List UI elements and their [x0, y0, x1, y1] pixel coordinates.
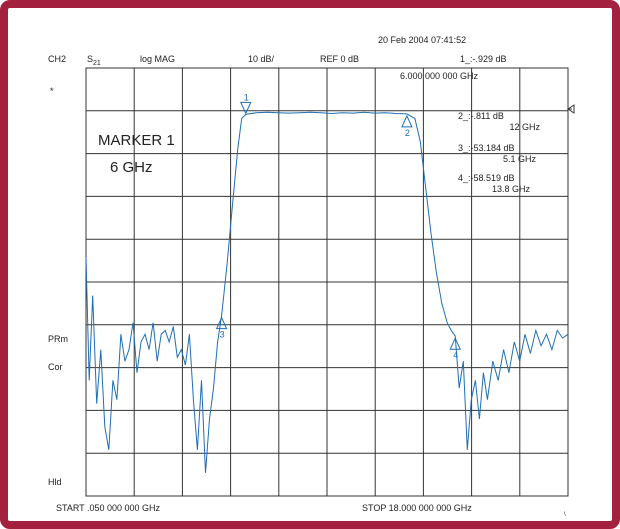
- scale-label: 10 dB/: [248, 54, 275, 64]
- marker-list-2-value: 2_:-.811 dB: [458, 111, 504, 121]
- ref-label: REF 0 dB: [320, 54, 359, 64]
- param-main: S: [87, 54, 93, 64]
- marker-list-3-value: 3_:-53.184 dB: [458, 143, 515, 153]
- param-label: S21: [87, 54, 101, 67]
- marker-list-4-value: 4_:-58.519 dB: [458, 173, 515, 183]
- channel-label: CH2: [48, 54, 66, 64]
- annotation-line2: 6 GHz: [110, 159, 153, 176]
- marker-4-label: 4: [453, 350, 458, 360]
- marker-2-icon: [401, 114, 413, 128]
- marker-list-3-freq: 5.1 GHz: [503, 154, 537, 164]
- star-mark: *: [50, 86, 54, 96]
- annotation-line1: MARKER 1: [98, 132, 175, 149]
- marker-4-icon: [449, 337, 461, 350]
- plot-grid: [85, 67, 569, 497]
- stop-frequency: STOP 18.000 000 000 GHz: [362, 503, 472, 513]
- marker-2-label: 2: [405, 128, 410, 138]
- format-label: log MAG: [140, 54, 175, 64]
- side-label-cor: Cor: [48, 362, 63, 372]
- marker-freq: 6.000 000 000 GHz: [400, 71, 479, 81]
- timestamp: 20 Feb 2004 07:41:52: [378, 35, 466, 45]
- marker-readout: 1_:-.929 dB: [460, 54, 507, 64]
- marker-list-4-freq: 13.8 GHz: [492, 184, 531, 194]
- start-frequency: START .050 000 000 GHz: [56, 503, 161, 513]
- ref-position-icon: [567, 104, 575, 114]
- corner-mark: \: [564, 512, 566, 518]
- s21-trace: [85, 111, 569, 473]
- marker-symbols: 1 2 3 4: [215, 92, 461, 360]
- side-label-hld: Hld: [48, 477, 62, 487]
- marker-list-2-freq: 12 GHz: [509, 122, 540, 132]
- side-label-prm: PRm: [48, 334, 68, 344]
- marker-3-label: 3: [220, 330, 225, 340]
- marker-1-label: 1: [244, 92, 249, 102]
- param-sub: 21: [93, 60, 101, 67]
- marker-1-icon: [239, 101, 252, 115]
- marker-3-icon: [215, 316, 228, 330]
